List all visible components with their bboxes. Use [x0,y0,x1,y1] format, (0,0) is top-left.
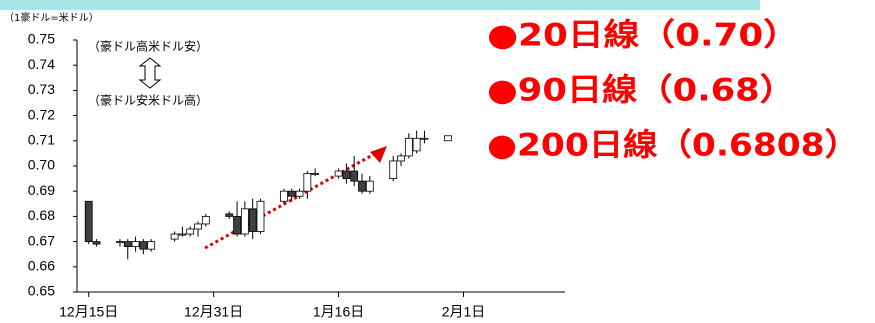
y-tick-label: 0.68 [28,207,55,223]
candle-body [404,137,413,157]
y-tick-label: 0.69 [28,182,55,198]
x-tick-label: 1月16日 [313,304,364,320]
candle-body [178,233,187,236]
candle-body [365,180,374,192]
candle-body [240,208,249,235]
headline: ●90日線（0.68） [487,73,795,109]
candle-body [412,137,421,152]
y-tick-label: 0.75 [28,31,55,47]
candle-body [186,228,195,235]
y-tick-label: 0.71 [28,132,55,148]
candle-body [295,190,304,197]
candle-body [397,155,405,162]
candle-body [248,208,257,232]
y-tick-label: 0.72 [28,106,55,122]
candle-body [123,241,132,248]
candle-body [443,135,452,142]
annotation: （豪ドル高米ドル安） [88,39,208,54]
candle-body [139,241,148,250]
y-tick-label: 0.70 [28,157,55,173]
headline: ●20日線（0.70） [487,18,799,54]
candle-body [194,223,202,230]
candle-body [350,170,359,182]
candle-body [358,180,366,192]
candle-body [225,213,234,217]
candle-body [256,200,265,232]
candle-body [303,173,312,192]
candle-body [311,173,320,175]
candle-body [92,241,101,245]
candle-body [170,233,179,240]
top-band [0,0,760,10]
y-tick-label: 0.66 [28,258,55,274]
candle-body [131,241,140,248]
y-tick-label: 0.65 [28,283,55,299]
x-tick-label: 12月31日 [184,304,243,320]
candle-body [342,170,351,179]
candle-body [334,170,343,177]
y-tick-label: 0.73 [28,81,55,97]
headline: ●200日線（0.6808） [487,128,859,164]
x-tick-label: 2月1日 [442,304,486,320]
unit-label: （1豪ドル=米ドル） [4,11,99,24]
x-tick-label: 12月15日 [59,304,118,320]
y-tick-label: 0.74 [28,56,55,72]
candle-body [233,215,241,235]
candle-body [201,215,210,225]
candle-body [116,241,124,244]
y-tick-label: 0.67 [28,232,55,248]
candle-body [84,200,93,242]
candle-body [389,160,398,180]
candle-body [280,190,288,202]
candle-body [147,241,156,250]
candle-body [287,190,296,197]
trend-arrowhead [370,146,387,163]
candle-body [420,137,429,140]
double-arrow [138,57,162,89]
annotation: （豪ドル安米ドル高） [88,93,208,108]
